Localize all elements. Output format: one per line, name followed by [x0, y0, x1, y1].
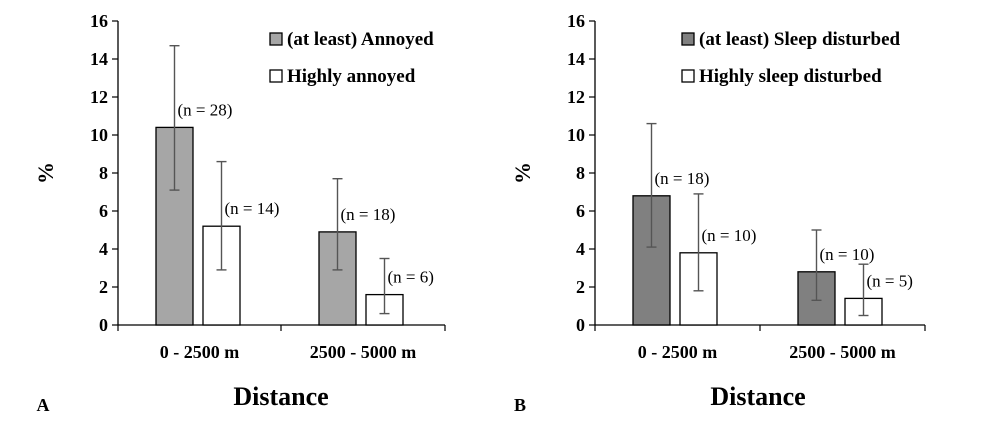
panel-label: A: [37, 395, 50, 415]
y-tick-label: 10: [567, 125, 585, 145]
legend-swatch: [269, 69, 283, 83]
data-label: (n = 28): [178, 100, 233, 119]
y-tick-label: 16: [90, 11, 108, 31]
x-axis-label: Distance: [233, 382, 328, 411]
panel-label: B: [514, 395, 526, 415]
data-label: (n = 18): [341, 205, 396, 224]
y-axis-label: %: [510, 162, 535, 184]
x-tick-label: 0 - 2500 m: [160, 342, 240, 362]
y-tick-label: 14: [567, 49, 585, 69]
y-tick-label: 6: [576, 201, 585, 221]
legend-swatch: [681, 69, 695, 83]
x-tick-label: 0 - 2500 m: [638, 342, 718, 362]
y-tick-label: 8: [99, 163, 108, 183]
y-tick-label: 12: [90, 87, 108, 107]
legend-label: Highly annoyed: [287, 66, 416, 87]
y-tick-label: 4: [576, 239, 585, 259]
data-label: (n = 10): [702, 226, 757, 245]
y-tick-label: 0: [576, 315, 585, 335]
y-tick-label: 6: [99, 201, 108, 221]
data-label: (n = 5): [867, 271, 913, 290]
legend-label: (at least) Annoyed: [287, 29, 434, 50]
y-tick-label: 16: [567, 11, 585, 31]
y-tick-label: 2: [576, 277, 585, 297]
x-tick-label: 2500 - 5000 m: [310, 342, 417, 362]
y-tick-label: 8: [576, 163, 585, 183]
chart-panel-b: 0 2 4 6 8 10 12 14 16 0 - 2500 m 2500 - 5000 m (n =…: [510, 11, 926, 415]
x-tick-label: 2500 - 5000 m: [789, 342, 896, 362]
data-label: (n = 14): [225, 199, 280, 218]
y-tick-label: 2: [99, 277, 108, 297]
data-label: (n = 18): [655, 169, 710, 188]
data-label: (n = 6): [388, 268, 434, 287]
chart-panel-a: 0 2 4 6 8 10 12 14 16 0 - 2500 m 2500 - 5000 m (n =…: [33, 11, 446, 415]
legend-swatch: [269, 32, 283, 46]
y-tick-label: 10: [90, 125, 108, 145]
y-axis-label: %: [33, 162, 58, 184]
y-tick-label: 14: [90, 49, 108, 69]
y-tick-label: 0: [99, 315, 108, 335]
x-axis-label: Distance: [710, 382, 805, 411]
data-label: (n = 10): [820, 245, 875, 264]
y-tick-label: 12: [567, 87, 585, 107]
legend-swatch: [681, 32, 695, 46]
legend-label: (at least) Sleep disturbed: [699, 29, 901, 50]
bar: [318, 231, 357, 326]
legend-label: Highly sleep disturbed: [699, 66, 882, 87]
y-tick-label: 4: [99, 239, 108, 259]
